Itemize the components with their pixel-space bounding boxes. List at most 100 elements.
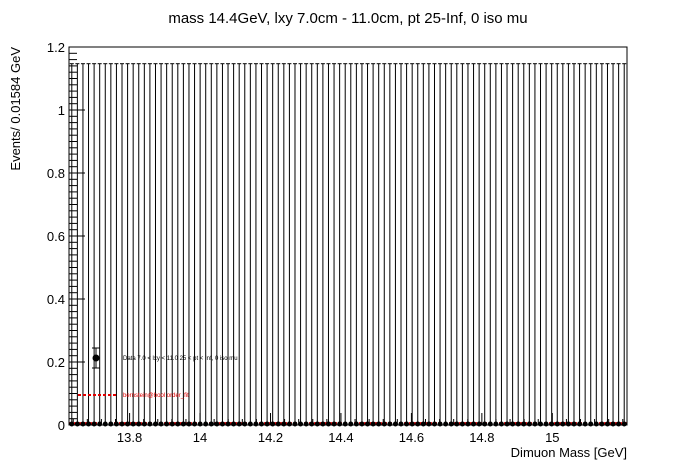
data-point [582,421,588,427]
data-point [314,421,320,427]
data-point [459,421,465,427]
data-point [152,421,158,427]
legend-fit-label: bernstein@bool order_fit [123,393,189,399]
data-point [398,421,404,427]
data-point [331,421,337,427]
data-point [342,421,348,427]
data-point [214,421,220,427]
data-point [203,421,209,427]
data-point [242,421,248,427]
data-point [610,421,616,427]
data-point [147,421,153,427]
data-point [498,421,504,427]
x-tick-label: 14.4 [328,430,353,445]
data-point [247,421,253,427]
y-tick-label: 0.2 [47,355,65,370]
data-point [281,421,287,427]
data-point [448,421,454,427]
data-point [376,421,382,427]
data-point [387,421,393,427]
data-point [543,421,549,427]
x-axis-label: Dimuon Mass [GeV] [511,445,627,460]
data-point [86,421,92,427]
data-point [275,421,281,427]
data-point [113,421,119,427]
data-point [476,421,482,427]
data-point [208,421,214,427]
data-point [532,421,538,427]
data-point [136,421,142,427]
data-point [549,421,555,427]
data-point [431,421,437,427]
data-point [588,421,594,427]
data-point [175,421,181,427]
data-point [119,421,125,427]
data-point [236,421,242,427]
data-point [515,421,521,427]
data-point [192,421,198,427]
data-point [616,421,622,427]
y-tick-label: 1 [58,103,65,118]
data-point [599,421,605,427]
y-axis: 0 0.2 0.4 0.6 0.8 1 1.2 [47,40,85,433]
legend: Data 7.0 < lxy < 11.0 25 < pt < Inf, 0 i… [78,347,238,399]
data-point [259,421,265,427]
data-point [482,421,488,427]
data-point [74,421,80,427]
data-point [577,421,583,427]
y-tick-label: 1.2 [47,40,65,55]
chart-title: mass 14.4GeV, lxy 7.0cm - 11.0cm, pt 25-… [168,10,527,27]
data-point [102,421,108,427]
data-points-layer [69,421,627,427]
data-point [443,421,449,427]
data-point [409,421,415,427]
data-point [415,421,421,427]
data-point [370,421,376,427]
x-axis: 13.8 14 14.2 14.4 14.6 14.8 15 [72,413,624,445]
y-tick-label: 0.8 [47,166,65,181]
data-point [560,421,566,427]
legend-data-marker [92,347,100,369]
data-point [487,421,493,427]
data-point [571,421,577,427]
legend-data-label: Data 7.0 < lxy < 11.0 25 < pt < Inf, 0 i… [123,356,238,362]
data-point [80,421,86,427]
data-point [186,421,192,427]
data-point [538,421,544,427]
data-point [604,421,610,427]
data-point [526,421,532,427]
x-tick-label: 14.8 [469,430,494,445]
data-point [471,421,477,427]
x-tick-label: 14.2 [258,430,283,445]
data-point [286,421,292,427]
data-point [359,421,365,427]
y-axis-label: Events/ 0.01584 GeV [8,47,23,171]
data-point [231,421,237,427]
y-tick-label: 0.4 [47,292,65,307]
data-point [141,421,147,427]
data-point [426,421,432,427]
data-point [180,421,186,427]
data-point [381,421,387,427]
data-point [554,421,560,427]
data-point [164,421,170,427]
data-point [292,421,298,427]
data-point [320,421,326,427]
data-point [108,421,114,427]
data-point [91,421,97,427]
data-point [504,421,510,427]
y-tick-label: 0.6 [47,229,65,244]
data-point [219,421,225,427]
data-point [309,421,315,427]
data-point [404,421,410,427]
data-point [264,421,270,427]
x-tick-label: 15 [545,430,559,445]
data-point [348,421,354,427]
error-bars-layer [69,63,627,425]
data-point [454,421,460,427]
plot-frame [68,46,628,426]
data-point [130,421,136,427]
data-point [158,421,164,427]
data-point [303,421,309,427]
